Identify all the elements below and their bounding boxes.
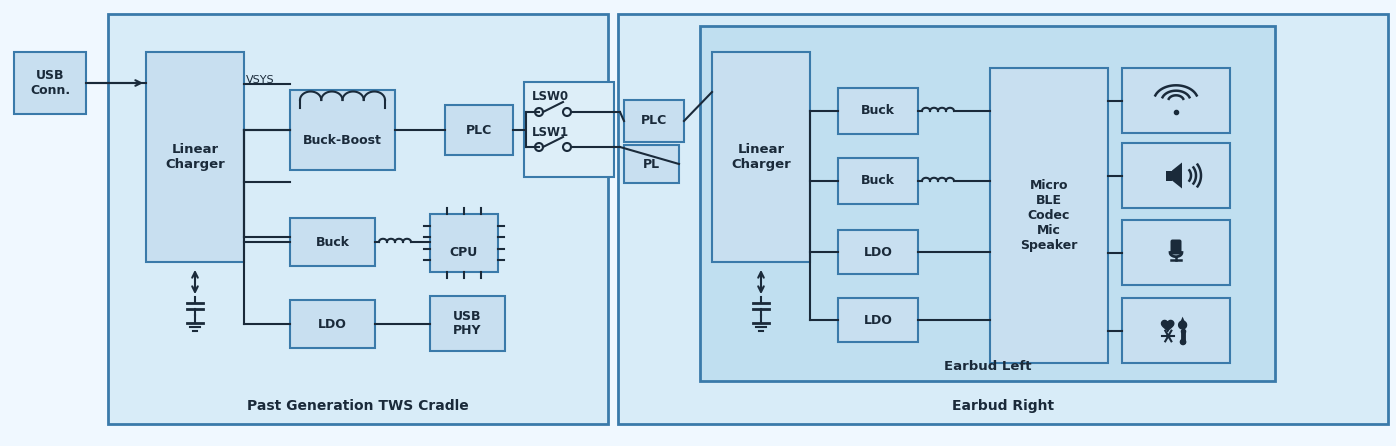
Bar: [1122, 68, 1230, 133]
Text: Past Generation TWS Cradle: Past Generation TWS Cradle: [247, 399, 469, 413]
Bar: [14, 52, 87, 114]
Polygon shape: [1178, 321, 1187, 329]
Text: Linear
Charger: Linear Charger: [732, 143, 792, 171]
Text: VSYS: VSYS: [246, 75, 275, 85]
Bar: [107, 14, 609, 424]
Text: USB
Conn.: USB Conn.: [29, 69, 70, 97]
Text: LSW0: LSW0: [532, 91, 570, 103]
Text: Buck-Boost: Buck-Boost: [303, 133, 383, 146]
Circle shape: [1181, 339, 1185, 345]
Text: Buck: Buck: [315, 235, 349, 248]
Text: Buck: Buck: [861, 104, 895, 117]
Bar: [624, 145, 678, 183]
Text: Earbud Left: Earbud Left: [944, 360, 1032, 373]
Bar: [712, 52, 810, 262]
Text: LDO: LDO: [864, 314, 892, 326]
Bar: [445, 105, 512, 155]
Bar: [524, 82, 614, 177]
Text: LSW1: LSW1: [532, 125, 570, 139]
Text: PL: PL: [644, 157, 660, 170]
Bar: [290, 90, 395, 170]
Bar: [147, 52, 244, 262]
Polygon shape: [1180, 317, 1185, 323]
Bar: [290, 300, 376, 348]
Text: LDO: LDO: [318, 318, 348, 330]
Bar: [1122, 220, 1230, 285]
Text: PLC: PLC: [466, 124, 493, 136]
Text: Micro
BLE
Codec
Mic
Speaker: Micro BLE Codec Mic Speaker: [1020, 179, 1078, 252]
Bar: [1122, 298, 1230, 363]
Polygon shape: [1173, 162, 1182, 189]
Text: USB
PHY: USB PHY: [454, 310, 482, 338]
Bar: [290, 218, 376, 266]
Text: Linear
Charger: Linear Charger: [165, 143, 225, 171]
FancyBboxPatch shape: [1170, 240, 1181, 255]
Bar: [838, 298, 919, 342]
Bar: [430, 296, 505, 351]
Text: Buck: Buck: [861, 174, 895, 187]
Bar: [1166, 170, 1173, 181]
Text: PLC: PLC: [641, 115, 667, 128]
Text: LDO: LDO: [864, 245, 892, 259]
Bar: [699, 26, 1275, 381]
Bar: [1122, 143, 1230, 208]
Bar: [618, 14, 1388, 424]
Circle shape: [1167, 334, 1170, 338]
Text: Earbud Right: Earbud Right: [952, 399, 1054, 413]
Polygon shape: [1161, 320, 1174, 331]
Bar: [624, 100, 684, 142]
Bar: [838, 230, 919, 274]
Bar: [838, 88, 919, 134]
Text: CPU: CPU: [450, 247, 477, 260]
Bar: [430, 214, 498, 272]
Bar: [838, 158, 919, 204]
Bar: [990, 68, 1108, 363]
